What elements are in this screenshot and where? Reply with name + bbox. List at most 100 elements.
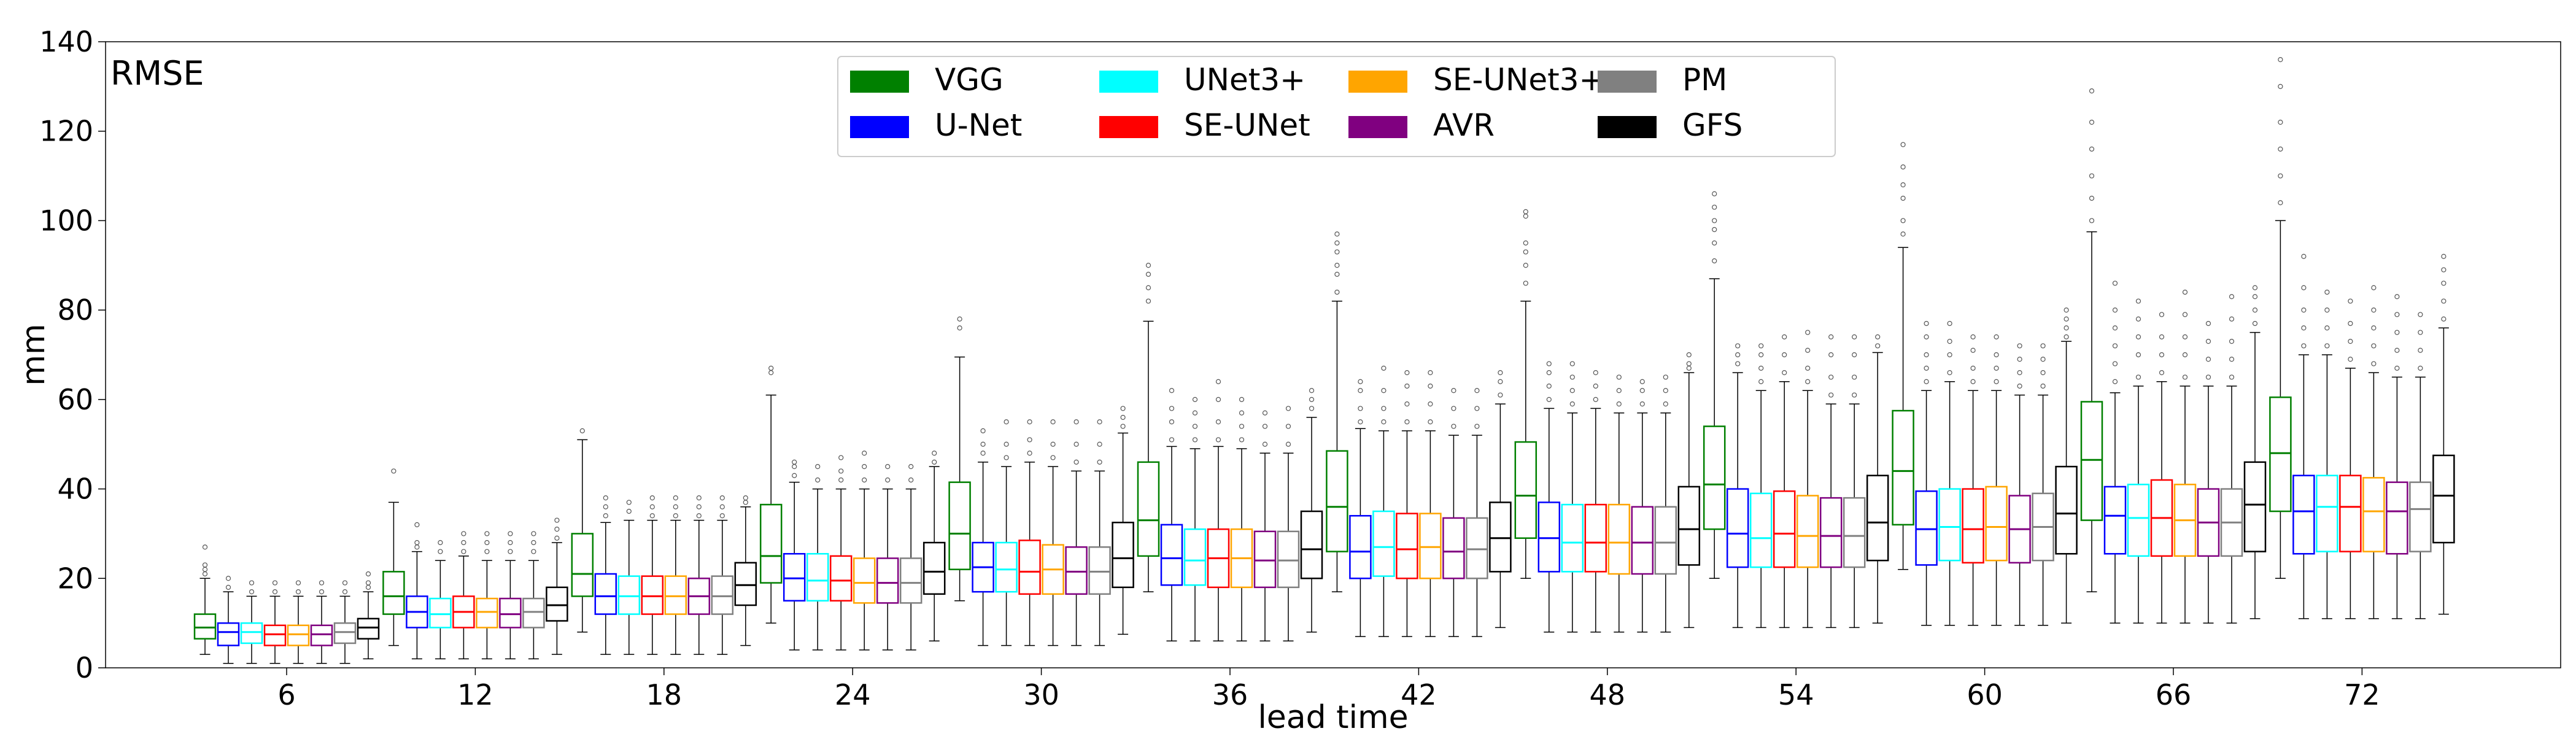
box-body bbox=[1419, 513, 1442, 579]
flier-point bbox=[2182, 374, 2188, 380]
flier-point bbox=[1900, 218, 1906, 223]
box-body bbox=[711, 575, 734, 615]
box-body bbox=[1561, 503, 1584, 573]
flier-point bbox=[1852, 352, 1857, 358]
flier-point bbox=[1050, 455, 1056, 460]
box-body bbox=[571, 533, 594, 597]
box-body bbox=[1396, 513, 1418, 579]
flier-point bbox=[862, 464, 867, 470]
box-vgg-24 bbox=[759, 365, 783, 624]
flier-point bbox=[438, 549, 443, 554]
box-body bbox=[1703, 425, 1726, 530]
box-body bbox=[1442, 517, 1465, 579]
flier-point bbox=[1073, 459, 1079, 465]
flier-point bbox=[1712, 258, 1717, 264]
box-vgg-42 bbox=[1326, 231, 1348, 592]
flier-point bbox=[342, 580, 348, 586]
box-unet3--48 bbox=[1561, 361, 1584, 633]
flier-point bbox=[1474, 406, 1480, 411]
box-vgg-18 bbox=[571, 428, 594, 633]
flier-point bbox=[1120, 406, 1126, 411]
flier-point bbox=[1523, 240, 1528, 246]
box-body bbox=[664, 575, 687, 615]
plot-frame bbox=[105, 41, 2561, 668]
flier-point bbox=[1004, 419, 1009, 425]
flier-point bbox=[1334, 240, 1340, 246]
flier-point bbox=[1073, 441, 1079, 447]
flier-point bbox=[2418, 365, 2423, 371]
flier-point bbox=[1169, 437, 1175, 443]
flier-point bbox=[1169, 388, 1175, 393]
flier-point bbox=[1994, 379, 1999, 384]
flier-point bbox=[838, 455, 844, 460]
legend-swatch bbox=[1598, 71, 1657, 93]
flier-point bbox=[1004, 441, 1009, 447]
flier-point bbox=[673, 513, 678, 519]
flier-point bbox=[2112, 379, 2118, 384]
box-body bbox=[922, 541, 946, 595]
x-tick-label: 36 bbox=[1212, 678, 1248, 711]
box-body bbox=[1326, 450, 1348, 552]
flier-point bbox=[2040, 343, 2046, 349]
x-tick-label: 6 bbox=[277, 678, 295, 711]
flier-point bbox=[1924, 334, 1929, 339]
flier-point bbox=[2182, 289, 2188, 295]
flier-point bbox=[2135, 374, 2141, 380]
box-pm-66 bbox=[2220, 294, 2243, 624]
flier-point bbox=[1428, 401, 1433, 407]
flier-point bbox=[225, 576, 231, 581]
flier-point bbox=[391, 468, 396, 474]
flier-point bbox=[225, 584, 231, 590]
flier-point bbox=[2159, 334, 2165, 339]
box-gfs-24 bbox=[922, 451, 946, 642]
flier-point bbox=[1192, 410, 1198, 416]
box-body bbox=[1160, 524, 1183, 586]
box-u-net-24 bbox=[783, 459, 806, 651]
flier-point bbox=[1381, 419, 1387, 425]
box-body bbox=[2103, 486, 2127, 555]
flier-point bbox=[1782, 370, 1787, 376]
flier-point bbox=[1805, 347, 1811, 353]
box-se-unet3--18 bbox=[664, 495, 687, 655]
legend-label: UNet3+ bbox=[1184, 62, 1305, 98]
box-body bbox=[1962, 488, 1984, 564]
box-vgg-48 bbox=[1514, 209, 1537, 579]
box-body bbox=[853, 557, 876, 604]
flier-point bbox=[579, 428, 585, 433]
flier-point bbox=[1828, 334, 1834, 339]
flier-point bbox=[2205, 339, 2211, 344]
flier-point bbox=[1027, 451, 1032, 456]
flier-point bbox=[1758, 379, 1764, 384]
box-body bbox=[1018, 540, 1041, 595]
flier-point bbox=[2278, 173, 2283, 179]
box-body bbox=[1607, 503, 1631, 575]
flier-point bbox=[1616, 374, 1622, 380]
box-unet3--24 bbox=[806, 464, 829, 651]
box-body bbox=[382, 571, 405, 615]
flier-point bbox=[1262, 410, 1268, 416]
box-vgg-60 bbox=[1892, 142, 1914, 570]
box-se-unet3--6 bbox=[287, 580, 310, 664]
flier-point bbox=[1381, 365, 1387, 371]
flier-point bbox=[1970, 379, 1976, 384]
flier-point bbox=[2278, 146, 2283, 152]
flier-point bbox=[1758, 343, 1764, 349]
box-avr-30 bbox=[1065, 419, 1088, 646]
flier-point bbox=[365, 580, 371, 586]
flier-point bbox=[1924, 352, 1929, 358]
box-pm-18 bbox=[711, 495, 734, 655]
flier-point bbox=[295, 589, 301, 595]
flier-point bbox=[1404, 370, 1410, 376]
box-body bbox=[899, 557, 922, 604]
box-body bbox=[193, 613, 217, 640]
box-body bbox=[2055, 465, 2078, 555]
box-body bbox=[240, 622, 263, 644]
box-body bbox=[2409, 481, 2432, 552]
flier-point bbox=[1805, 330, 1811, 335]
box-body bbox=[1466, 517, 1488, 579]
box-body bbox=[476, 597, 498, 629]
flier-point bbox=[980, 451, 986, 456]
flier-point bbox=[2371, 325, 2377, 331]
flier-point bbox=[1334, 249, 1340, 255]
legend-swatch bbox=[1598, 116, 1657, 138]
